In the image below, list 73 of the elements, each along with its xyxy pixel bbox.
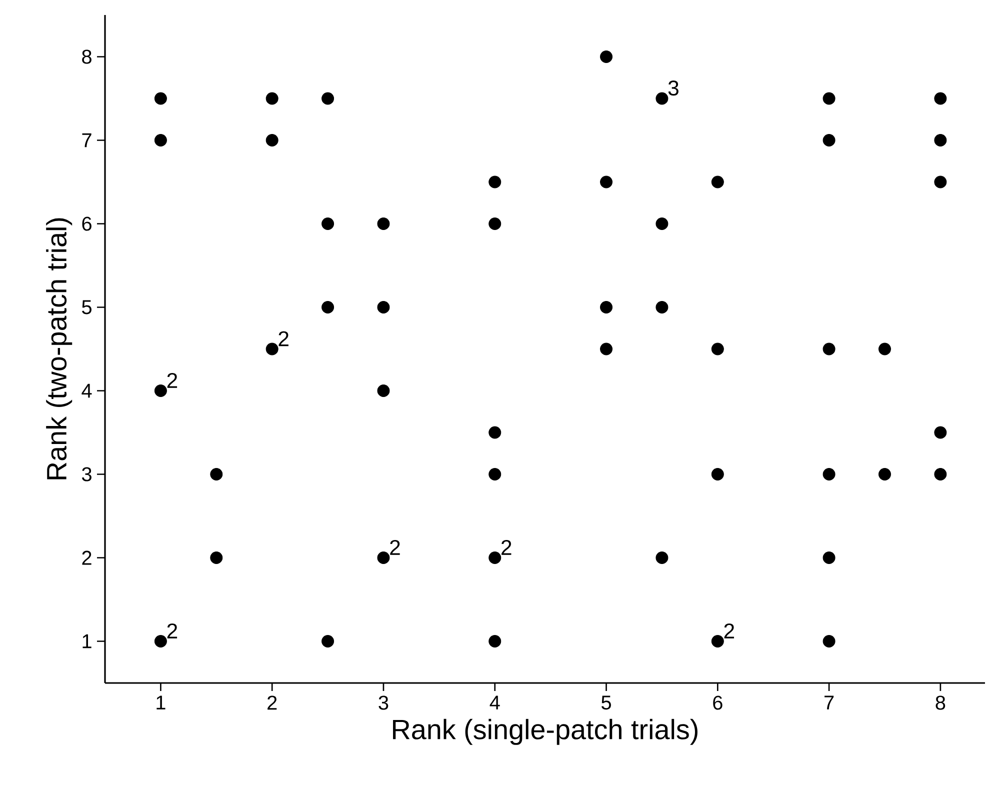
point	[822, 468, 836, 480]
point	[600, 301, 613, 314]
point	[154, 635, 167, 648]
point	[822, 134, 836, 146]
annotation: 2	[167, 623, 178, 638]
annotation: 2	[390, 540, 400, 555]
point	[600, 50, 613, 63]
point	[822, 92, 836, 105]
point	[154, 134, 167, 146]
x-tick-label: 7	[824, 696, 834, 710]
point	[266, 134, 278, 146]
annotation: 2	[502, 540, 512, 555]
x-tick-label: 6	[713, 696, 722, 710]
point	[711, 468, 724, 480]
point	[600, 342, 613, 356]
annotation: 2	[724, 623, 734, 638]
annotation: 3	[668, 80, 678, 96]
point	[377, 218, 390, 230]
point	[154, 384, 167, 397]
y-tick-label: 2	[82, 550, 92, 565]
annotation: 2	[278, 331, 288, 346]
point	[322, 218, 334, 230]
point	[377, 384, 390, 397]
point	[822, 342, 836, 356]
point	[934, 426, 947, 439]
point	[822, 552, 836, 564]
y-tick-label: 1	[82, 634, 92, 648]
point	[488, 176, 502, 188]
point	[878, 342, 891, 356]
point	[377, 552, 390, 564]
point	[210, 468, 223, 480]
x-tick-label: 4	[490, 696, 500, 710]
point	[711, 176, 724, 188]
point	[878, 468, 891, 480]
annotation: 2	[167, 372, 178, 388]
point	[711, 342, 724, 356]
x-axis-title: Rank (single-patch trials)	[393, 718, 698, 745]
point	[656, 301, 668, 314]
point	[266, 342, 278, 356]
y-tick-label: 8	[82, 50, 92, 64]
point	[322, 92, 334, 105]
x-tick-label: 8	[936, 696, 946, 710]
point	[934, 134, 947, 146]
point	[656, 552, 668, 564]
point	[488, 218, 502, 230]
point	[488, 468, 502, 480]
point	[656, 218, 668, 230]
point	[210, 552, 223, 564]
point	[600, 176, 613, 188]
y-tick-label: 4	[82, 384, 92, 398]
point	[322, 301, 334, 314]
point	[656, 92, 668, 105]
point	[488, 426, 502, 439]
point	[711, 635, 724, 648]
x-tick-label: 1	[156, 696, 166, 710]
point	[322, 635, 334, 648]
point	[488, 552, 502, 564]
y-axis-title: Rank (two-patch trial)	[46, 218, 72, 480]
point	[934, 92, 947, 105]
point	[377, 301, 390, 314]
x-tick-label: 5	[602, 696, 611, 710]
y-tick-label: 7	[82, 133, 92, 148]
point	[488, 635, 502, 648]
point	[934, 176, 947, 188]
point	[934, 468, 947, 480]
y-tick-label: 6	[82, 216, 92, 231]
point	[266, 92, 278, 105]
x-tick-label: 2	[268, 696, 277, 710]
point	[822, 635, 836, 648]
y-tick-label: 5	[82, 300, 92, 314]
y-tick-label: 3	[82, 467, 92, 482]
x-tick-label: 3	[378, 696, 388, 710]
point	[154, 92, 167, 105]
